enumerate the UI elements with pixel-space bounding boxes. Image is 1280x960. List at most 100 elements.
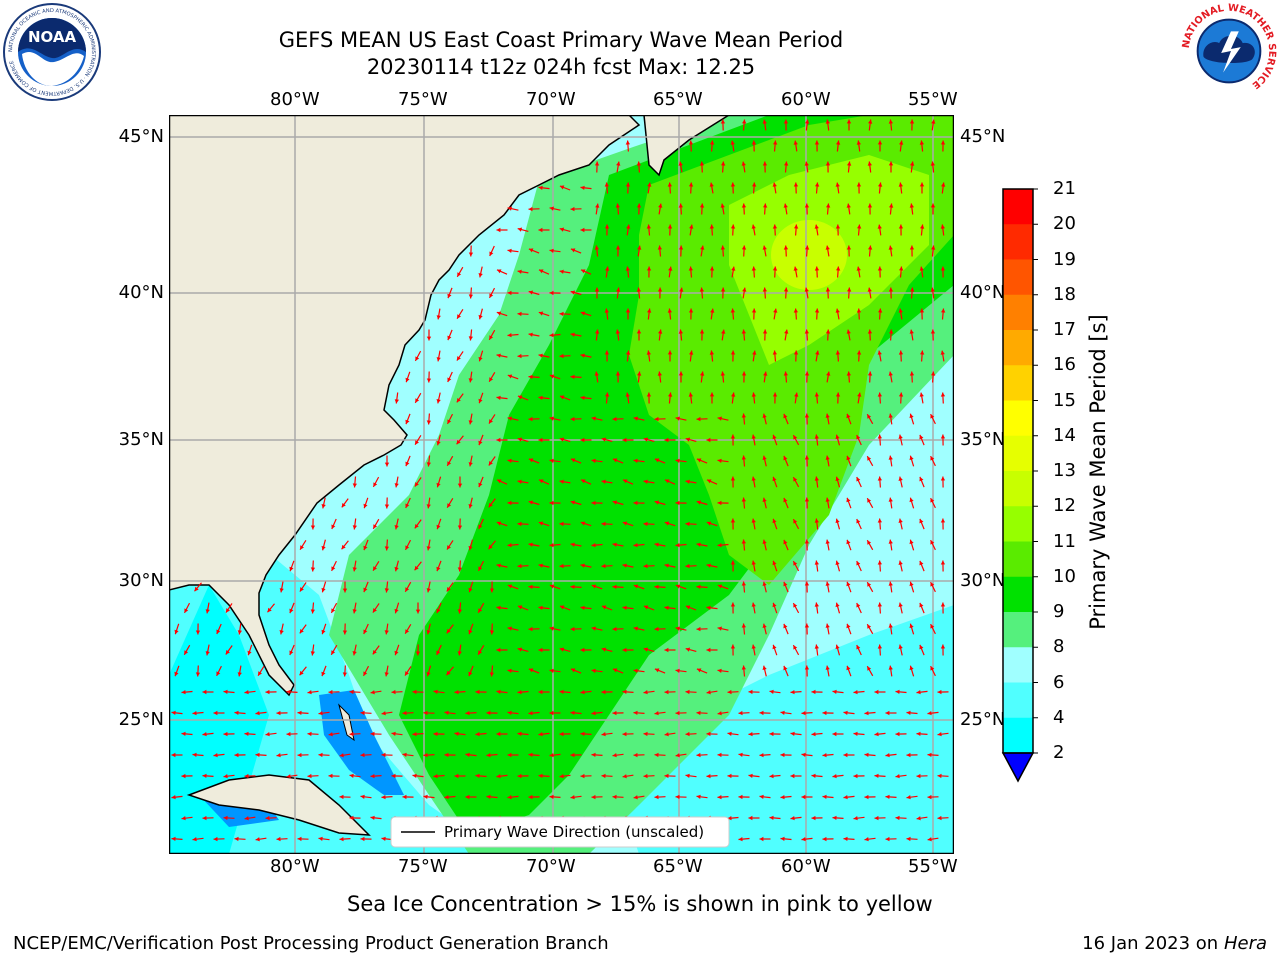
wave-arrow-head <box>468 504 473 509</box>
wave-arrow-head <box>328 732 333 737</box>
wave-arrow-head <box>888 161 894 166</box>
wave-arrow-head <box>665 479 670 484</box>
wave-arrow-head <box>825 413 830 418</box>
wave-arrow-head <box>696 584 701 589</box>
wave-arrow-head <box>594 371 599 376</box>
colorbar-tick-label: 11 <box>1053 531 1076 552</box>
wave-arrow-head <box>321 545 326 551</box>
wave-arrow-head <box>937 732 942 737</box>
wave-arrow-head <box>940 644 946 649</box>
wave-arrow-head <box>538 311 544 316</box>
wave-arrow-head <box>790 773 795 779</box>
wave-arrow-head <box>489 293 494 298</box>
wave-arrow-head <box>370 815 375 820</box>
wave-arrow-head <box>496 731 501 737</box>
wave-arrow-head <box>762 581 767 586</box>
wave-arrow-head <box>919 308 925 313</box>
wave-arrow-head <box>622 774 627 779</box>
wave-arrow-head <box>730 350 736 355</box>
wave-arrow-head <box>276 753 281 758</box>
wave-arrow-head <box>877 392 882 397</box>
wave-arrow-head <box>751 518 756 523</box>
wave-arrow-head <box>717 626 722 631</box>
wave-arrow-head <box>507 752 512 758</box>
wave-arrow-head <box>699 161 705 166</box>
wave-arrow-head <box>751 308 757 313</box>
wave-arrow-head <box>888 581 893 586</box>
wave-arrow-head <box>867 203 873 208</box>
wave-arrow-head <box>738 752 743 757</box>
wave-arrow-head <box>496 311 502 316</box>
wave-arrow-head <box>783 665 788 671</box>
wave-arrow-head <box>707 479 712 484</box>
wave-arrow-head <box>570 500 576 505</box>
wave-arrow-head <box>762 455 767 460</box>
wave-arrow-head <box>685 773 690 778</box>
wave-arrow-head <box>468 294 473 299</box>
wave-arrow-head <box>456 398 461 403</box>
wave-arrow-head <box>468 336 473 341</box>
wave-arrow-head <box>856 435 861 440</box>
wave-arrow-head <box>265 815 270 821</box>
wave-arrow-head <box>937 689 942 695</box>
wave-arrow-head <box>591 711 596 716</box>
wave-arrow-head <box>762 245 767 250</box>
wave-arrow-head <box>654 711 659 716</box>
wave-arrow-head <box>874 732 879 737</box>
wave-arrow-head <box>654 752 659 758</box>
wave-arrow-head <box>906 752 911 758</box>
wave-arrow-head <box>898 392 904 397</box>
wave-arrow-head <box>394 525 399 530</box>
wave-arrow-head <box>717 500 722 506</box>
wave-arrow-head <box>276 836 281 842</box>
wave-arrow-head <box>664 732 669 737</box>
colorbar-block <box>1003 224 1033 260</box>
wave-arrow-head <box>300 545 304 550</box>
wave-arrow-head <box>867 624 872 629</box>
wave-arrow-head <box>625 140 630 145</box>
colorbar <box>1001 188 1038 783</box>
wave-arrow-head <box>433 731 438 737</box>
wave-arrow-head <box>794 392 799 397</box>
wave-arrow-head <box>559 353 564 359</box>
wave-arrow-head <box>623 479 628 484</box>
wave-arrow-head <box>805 119 810 124</box>
wave-arrow-head <box>307 773 312 779</box>
wave-arrow-head <box>772 476 777 482</box>
wave-arrow-head <box>405 545 410 550</box>
wave-arrow-head <box>867 498 872 503</box>
wave-arrow-head <box>528 626 533 632</box>
wave-arrow-head <box>507 584 513 589</box>
wave-arrow-head <box>822 710 827 716</box>
wave-arrow-head <box>931 119 936 124</box>
wave-arrow-head <box>591 500 596 506</box>
wave-arrow-head <box>496 437 501 443</box>
wave-arrow-head <box>772 518 777 524</box>
wave-arrow-head <box>457 272 462 277</box>
wave-arrow-head <box>549 668 554 673</box>
wave-arrow-head <box>423 710 428 716</box>
wave-arrow-head <box>517 563 522 569</box>
wave-arrow-head <box>478 524 483 529</box>
wave-arrow-head <box>633 543 638 548</box>
wave-arrow-head <box>528 248 534 253</box>
wave-arrow-head <box>741 413 746 418</box>
lon-label-bottom-55w: 55°W <box>908 856 958 877</box>
wave-arrow-head <box>488 544 493 550</box>
lon-label-bottom-65w: 65°W <box>653 856 703 877</box>
wave-arrow-head <box>730 308 735 313</box>
wave-arrow-head <box>616 287 621 292</box>
wave-arrow-head <box>857 224 862 229</box>
wave-arrow-head <box>856 350 862 355</box>
wave-arrow-head <box>696 416 701 422</box>
wave-arrow-head <box>436 524 441 530</box>
wave-arrow-head <box>773 140 778 145</box>
wave-arrow-head <box>559 269 564 274</box>
wave-arrow-head <box>517 521 522 527</box>
wave-arrow-head <box>447 545 451 550</box>
wave-arrow-head <box>299 670 304 676</box>
wave-arrow-head <box>646 266 652 271</box>
wave-arrow-head <box>475 689 480 695</box>
wave-arrow-head <box>930 456 935 461</box>
wave-arrow-head <box>202 773 207 778</box>
